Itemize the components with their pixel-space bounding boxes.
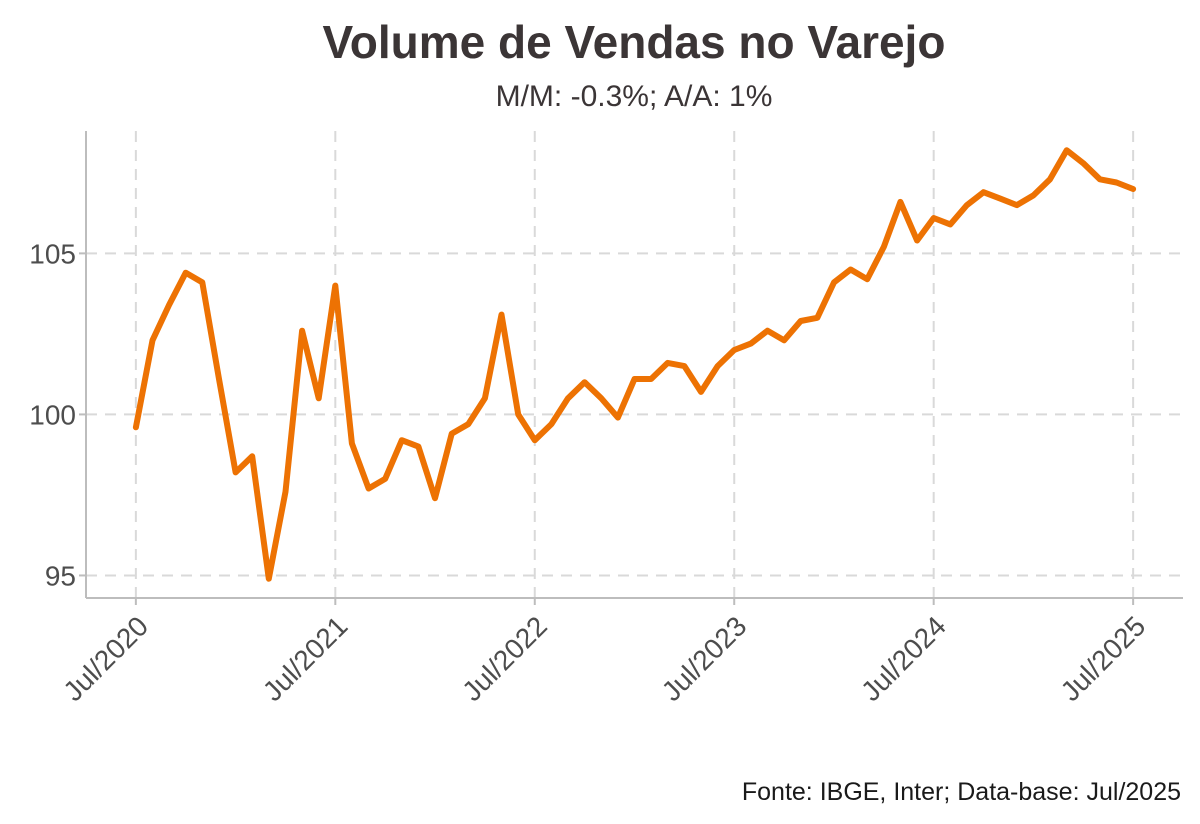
x-tick-label: Jul/2025 bbox=[1055, 610, 1152, 707]
chart-caption: Fonte: IBGE, Inter; Data-base: Jul/2025 bbox=[742, 778, 1181, 806]
data-point bbox=[548, 421, 554, 427]
x-tick-label: Jul/2022 bbox=[456, 610, 553, 707]
data-point bbox=[698, 389, 704, 395]
data-point bbox=[1064, 147, 1070, 153]
data-point bbox=[1030, 192, 1036, 198]
data-point bbox=[149, 337, 155, 343]
y-tick-label: 100 bbox=[29, 399, 76, 430]
data-point bbox=[997, 196, 1003, 202]
data-point bbox=[1014, 202, 1020, 208]
data-point bbox=[914, 238, 920, 244]
data-point bbox=[831, 279, 837, 285]
y-tick-label: 105 bbox=[29, 238, 76, 269]
chart-subtitle: M/M: -0.3%; A/A: 1% bbox=[496, 80, 773, 113]
data-point bbox=[715, 363, 721, 369]
data-point bbox=[532, 437, 538, 443]
grid bbox=[86, 131, 1183, 598]
x-tick-label: Jul/2020 bbox=[57, 610, 154, 707]
data-point bbox=[632, 376, 637, 382]
data-point bbox=[199, 279, 205, 285]
data-point bbox=[133, 424, 139, 430]
data-point bbox=[615, 415, 621, 421]
series-line bbox=[132, 147, 1137, 582]
data-point bbox=[316, 395, 322, 401]
series-layer bbox=[132, 147, 1137, 582]
data-point bbox=[515, 411, 521, 417]
data-point bbox=[665, 360, 671, 366]
data-point bbox=[681, 363, 687, 369]
data-point bbox=[366, 485, 372, 491]
x-tick-label: Jul/2023 bbox=[656, 610, 753, 707]
data-point bbox=[798, 318, 804, 324]
x-ticks: Jul/2020 Jul/2021 Jul/2022 Jul/2023 Jul/2024… bbox=[57, 598, 1151, 707]
data-point bbox=[382, 476, 388, 482]
data-point bbox=[332, 283, 338, 289]
data-point bbox=[1080, 160, 1086, 166]
data-point bbox=[399, 437, 405, 443]
data-point bbox=[931, 215, 937, 221]
data-point bbox=[266, 576, 272, 582]
data-point bbox=[482, 395, 488, 401]
data-point bbox=[499, 312, 505, 318]
data-point bbox=[249, 453, 255, 459]
data-point bbox=[349, 440, 355, 446]
data-point bbox=[781, 337, 787, 343]
data-point bbox=[1130, 186, 1136, 192]
data-point bbox=[981, 189, 987, 195]
data-point bbox=[582, 379, 588, 385]
data-point bbox=[764, 328, 770, 334]
data-point bbox=[598, 395, 604, 401]
data-point bbox=[964, 202, 970, 208]
data-point bbox=[282, 489, 288, 495]
axes bbox=[85, 131, 1183, 599]
data-point bbox=[731, 347, 737, 353]
y-ticks: 95 100 105 bbox=[29, 238, 86, 591]
data-point bbox=[449, 431, 455, 437]
data-point bbox=[415, 444, 421, 450]
y-tick-label: 95 bbox=[45, 560, 76, 591]
data-point bbox=[1114, 180, 1120, 186]
data-point bbox=[897, 199, 903, 205]
data-point bbox=[432, 495, 438, 501]
data-point bbox=[233, 469, 239, 475]
chart-title: Volume de Vendas no Varejo bbox=[323, 16, 946, 68]
data-point bbox=[299, 328, 305, 334]
data-point bbox=[565, 395, 571, 401]
data-point bbox=[166, 302, 172, 308]
data-point bbox=[216, 376, 222, 382]
x-tick-label: Jul/2024 bbox=[855, 610, 952, 707]
data-point bbox=[947, 221, 953, 227]
data-point bbox=[648, 376, 654, 382]
data-point bbox=[1047, 176, 1053, 182]
data-point bbox=[1097, 176, 1103, 182]
data-point bbox=[465, 421, 471, 427]
x-tick-label: Jul/2021 bbox=[257, 610, 354, 707]
data-point bbox=[881, 244, 887, 250]
data-point bbox=[814, 315, 820, 321]
data-point bbox=[183, 270, 189, 276]
data-point bbox=[748, 341, 754, 347]
data-point bbox=[848, 266, 854, 272]
data-point bbox=[864, 276, 870, 282]
